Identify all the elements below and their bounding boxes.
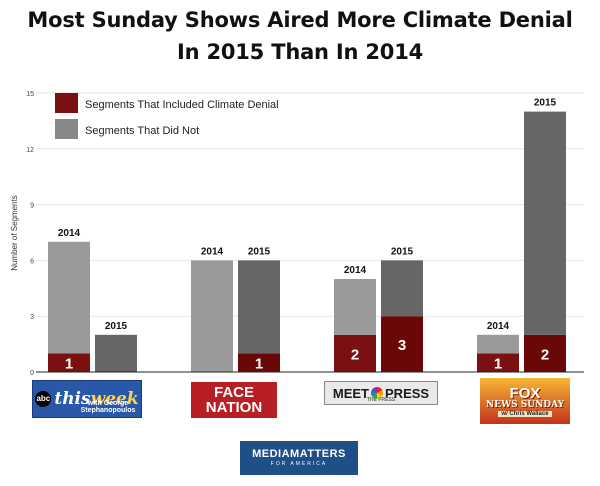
bar-year-label: 2015 [534, 98, 557, 109]
bar-data-label: 1 [65, 356, 73, 373]
abc-logo-icon: abc [35, 391, 52, 407]
bar-year-label: 2014 [58, 228, 81, 239]
bar-other-segment [191, 260, 233, 372]
media-matters-name: MEDIAMATTERS [252, 448, 346, 460]
bars: 1 2014 2015 2014 1 2015 2 2014 3 2015 1 2014 2 2015 [48, 98, 566, 373]
bar-denial-segment [48, 353, 90, 372]
legend-label-denial: Segments That Included Climate Denial [85, 99, 279, 111]
y-tick-label: 15 [26, 91, 34, 98]
bar-denial-segment [238, 353, 280, 372]
meet-the-press-left: MEET [332, 385, 370, 401]
y-tick-label: 0 [30, 370, 34, 377]
bar-other-segment [477, 334, 519, 354]
face-the-nation-logo: FACE NATION [191, 382, 277, 418]
bar-denial-segment [334, 334, 376, 372]
y-tick-label: 6 [30, 258, 34, 265]
bar-data-label: 2 [541, 346, 549, 363]
legend-swatch-other [55, 119, 78, 139]
bar-other-segment [334, 279, 376, 335]
y-tick-label: 9 [30, 203, 34, 210]
y-tick-label: 12 [26, 147, 34, 154]
gridlines [36, 92, 584, 317]
bar-denial-segment [477, 353, 519, 372]
bar-other-segment [48, 241, 90, 354]
bar-year-label: 2014 [487, 321, 510, 332]
this-week-name-em: week [90, 388, 139, 409]
y-axis-label: Number of Segments [10, 195, 19, 271]
bar-data-label: 3 [398, 337, 406, 354]
fox-news-sunday-logo: FOX NEWS SUNDAY w/ Chris Wallace [480, 378, 570, 424]
bar-denial-segment [524, 334, 566, 372]
bar-data-label: 2 [351, 346, 359, 363]
bar-other-segment [381, 260, 423, 317]
this-week-host: with George Stephanopoulos [80, 400, 136, 414]
fox-logo-line-1: FOX [509, 384, 541, 402]
peacock-icon [371, 387, 384, 399]
fox-logo-host: w/ Chris Wallace [498, 410, 552, 417]
bar-year-label: 2015 [391, 246, 414, 257]
face-the-nation-line-2: NATION [205, 399, 263, 416]
legend-swatch-denial [55, 93, 78, 113]
bar-data-label: 1 [494, 356, 502, 373]
face-the-nation-line-1: FACE [213, 384, 254, 401]
bar-denial-segment [381, 316, 423, 372]
bar-year-label: 2014 [201, 246, 224, 257]
bar-year-label: 2015 [105, 321, 128, 332]
this-week-logo: abc thisweek with George Stephanopoulos [32, 380, 142, 418]
y-axis-ticks: 0 3 6 9 12 15 [26, 91, 34, 377]
y-tick-label: 3 [30, 314, 34, 321]
bar-data-label: 1 [255, 356, 263, 373]
fox-logo-line-2: NEWS SUNDAY [485, 399, 565, 410]
media-matters-sub: FOR AMERICA [270, 461, 328, 467]
legend: Segments That Included Climate Denial Se… [55, 93, 279, 139]
bar-other-segment [238, 260, 280, 354]
meet-the-press-logo: MEET PRESS THE PRESS [324, 381, 438, 405]
bar-other-segment [95, 334, 137, 372]
bar-year-label: 2014 [344, 265, 367, 276]
bar-year-label: 2015 [248, 246, 271, 257]
meet-the-press-right: PRESS [385, 385, 430, 401]
chart-title-line-2: In 2015 Than In 2014 [176, 40, 424, 64]
bar-other-segment [524, 111, 566, 335]
meet-the-press-tagline: THE PRESS [366, 397, 396, 403]
legend-label-other: Segments That Did Not [85, 125, 199, 137]
media-matters-logo: MEDIAMATTERS FOR AMERICA [240, 441, 358, 475]
this-week-name: this [54, 388, 91, 409]
chart-title-line-1: Most Sunday Shows Aired More Climate Den… [27, 8, 573, 32]
